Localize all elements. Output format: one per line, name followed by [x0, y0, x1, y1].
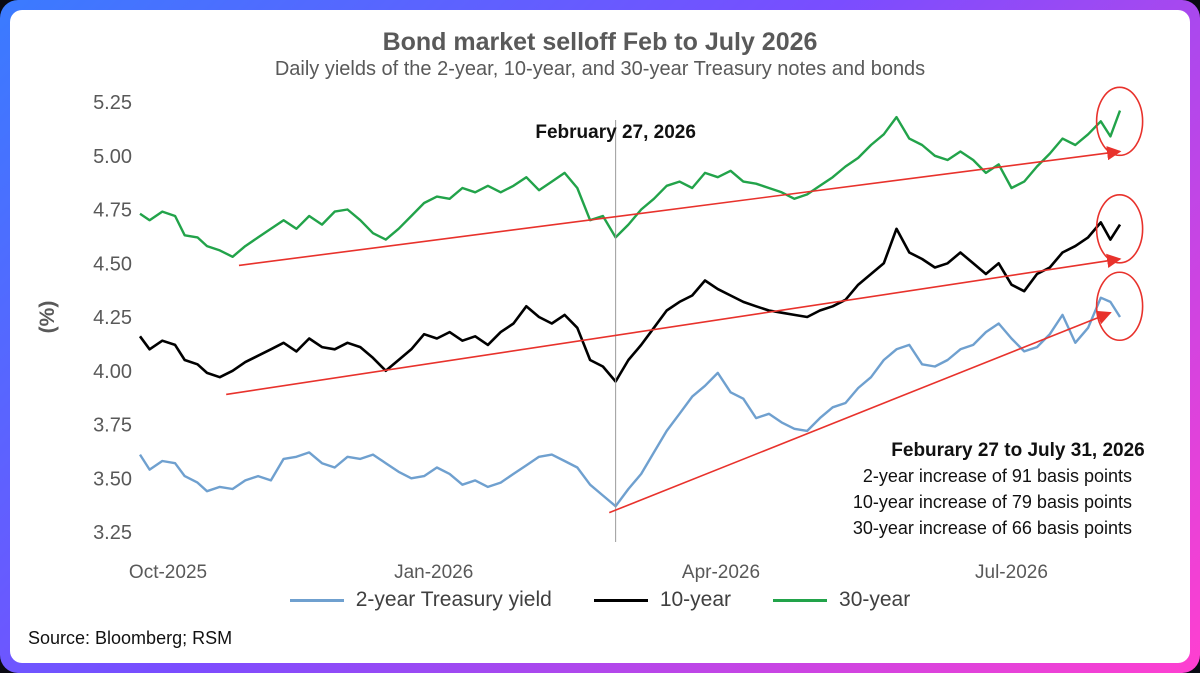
- annotation-line: 10-year increase of 79 basis points: [853, 492, 1132, 512]
- legend-label-2-year: 2-year Treasury yield: [355, 588, 552, 611]
- series-line-30-year: [139, 110, 1122, 258]
- x-tick-label: Oct-2025: [129, 562, 207, 583]
- legend-swatch-10-year: [593, 598, 648, 602]
- annotations: February 27, 2026 Feburary 27 to July 31,…: [226, 86, 1145, 542]
- y-tick-label: 3.25: [93, 522, 132, 544]
- annotation-heading: Feburary 27 to July 31, 2026: [891, 440, 1144, 461]
- y-tick-label: 4.00: [93, 361, 132, 383]
- end-circle-10-year: [1095, 194, 1144, 264]
- legend-swatch-30-year: [773, 598, 828, 602]
- series-line-2-year: [138, 296, 1122, 508]
- y-tick-label: 4.50: [93, 253, 132, 275]
- annotation-line: 30-year increase of 66 basis points: [853, 518, 1132, 538]
- line-chart: 3.25 3.50 3.75 4.00 4.25 4.50 4.75 5.00 5.25 (%) O…: [36, 86, 1145, 583]
- legend-swatch-2-year: [289, 598, 344, 602]
- legend-label-30-year: 30-year: [839, 588, 911, 611]
- chart-subtitle: Daily yields of the 2-year, 10-year, and…: [274, 58, 926, 80]
- y-tick-label: 5.25: [93, 92, 132, 114]
- legend-item-30-year: 30-year: [773, 588, 910, 612]
- trend-arrow-2-year: [608, 310, 1112, 514]
- legend-item-2-year: 2-year Treasury yield: [289, 588, 552, 612]
- marker-label: February 27, 2026: [535, 122, 696, 143]
- y-tick-label: 5.00: [93, 146, 132, 168]
- annotation-line: 2-year increase of 91 basis points: [863, 466, 1132, 486]
- source-note: Source: Bloomberg; RSM: [28, 628, 233, 648]
- trend-arrow-10-year: [226, 253, 1122, 396]
- series-lines: [138, 110, 1122, 508]
- series-line-10-year: [138, 221, 1122, 383]
- chart-card: Bond market selloff Feb to July 2026 Dai…: [10, 10, 1190, 663]
- trend-arrow-30-year: [238, 145, 1122, 267]
- end-circle-30-year: [1095, 86, 1144, 157]
- legend: 2-year Treasury yield 10-year 30-year: [10, 588, 1190, 612]
- y-tick-label: 3.75: [93, 415, 132, 437]
- x-tick-label: Apr-2026: [682, 562, 760, 583]
- legend-item-10-year: 10-year: [593, 588, 732, 612]
- chart-title: Bond market selloff Feb to July 2026: [382, 28, 818, 56]
- end-circle-2-year: [1095, 271, 1144, 342]
- legend-label-10-year: 10-year: [659, 588, 732, 611]
- y-tick-label: 4.25: [93, 307, 132, 329]
- axes: 3.25 3.50 3.75 4.00 4.25 4.50 4.75 5.00 5.25 (%) O…: [36, 92, 1048, 583]
- x-tick-label: Jan-2026: [394, 562, 473, 583]
- y-axis-label: (%): [36, 301, 59, 334]
- y-tick-label: 3.50: [93, 468, 132, 490]
- y-tick-label: 4.75: [93, 200, 132, 222]
- x-tick-label: Jul-2026: [975, 562, 1048, 583]
